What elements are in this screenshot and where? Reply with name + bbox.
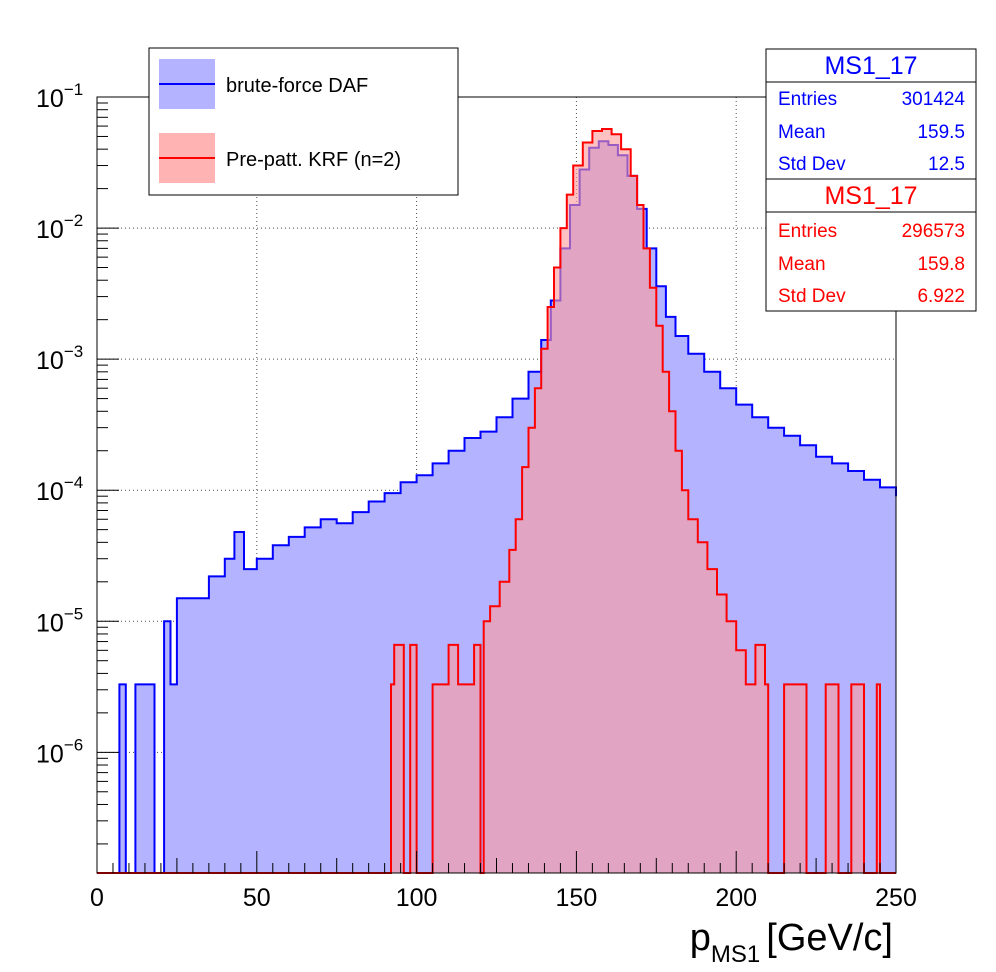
stats-red-stddev-label: Std Dev	[778, 286, 846, 307]
stats-red-entries-value: 296573	[902, 221, 965, 242]
stats-box-blue-title: MS1_17	[824, 52, 917, 80]
stats-red-entries-label: Entries	[778, 221, 837, 242]
x-axis-title-sub: MS1	[711, 941, 760, 968]
stats-red-mean-value: 159.8	[917, 254, 965, 275]
y-tick-label-1: 10−5	[36, 604, 83, 637]
stats-blue-mean-value: 159.5	[917, 122, 965, 143]
series-line-pre-patt-krf-n-2	[97, 128, 896, 874]
x-tick-label-5: 250	[875, 884, 917, 912]
stats-box-red-frame	[765, 178, 977, 312]
x-tick-label-1: 50	[243, 884, 271, 912]
y-tick-label-0: 10−6	[36, 735, 83, 768]
axes: 0 50 100 150 200 250 10−6 10−5 10−4 10−3 10−2 10−1	[36, 80, 917, 912]
x-axis-title-unit: [GeV/c]	[766, 917, 893, 959]
x-tick-label-4: 200	[715, 884, 757, 912]
legend-label-pre-patt-krf: Pre-patt. KRF (n=2)	[226, 149, 401, 171]
legend: brute-force DAF Pre-patt. KRF (n=2)	[148, 47, 459, 196]
x-tick-label-3: 150	[556, 884, 598, 912]
y-tick-label-5: 10−1	[36, 80, 83, 113]
stats-blue-stddev-value: 12.5	[928, 154, 965, 175]
stats-blue-mean-label: Mean	[778, 122, 826, 143]
series-fill-pre-patt-krf-n-2	[97, 129, 896, 873]
stats-blue-stddev-label: Std Dev	[778, 154, 846, 175]
stats-box-red: MS1_17 Entries 296573 Mean 159.8 Std Dev…	[765, 178, 977, 312]
stats-red-stddev-value: 6.922	[917, 286, 965, 307]
series-line-brute-force-daf	[97, 140, 897, 874]
x-tick-label-0: 0	[90, 884, 104, 912]
stats-blue-entries-value: 301424	[902, 89, 966, 110]
x-axis-title: pMS1 [GeV/c]	[690, 917, 893, 968]
series-layer	[97, 128, 897, 874]
stats-box-red-title: MS1_17	[824, 182, 917, 210]
legend-label-brute-force-daf: brute-force DAF	[226, 75, 368, 97]
x-tick-label-2: 100	[396, 884, 438, 912]
stats-red-mean-label: Mean	[778, 254, 826, 275]
stats-blue-entries-label: Entries	[778, 89, 837, 110]
stats-box-blue: MS1_17 Entries 301424 Mean 159.5 Std Dev…	[765, 48, 977, 180]
y-tick-label-3: 10−3	[36, 342, 83, 375]
y-tick-label-2: 10−4	[36, 473, 83, 506]
stats-box-blue-frame	[765, 48, 977, 180]
y-tick-label-4: 10−2	[36, 211, 83, 244]
x-axis-title-main: p	[690, 917, 711, 959]
